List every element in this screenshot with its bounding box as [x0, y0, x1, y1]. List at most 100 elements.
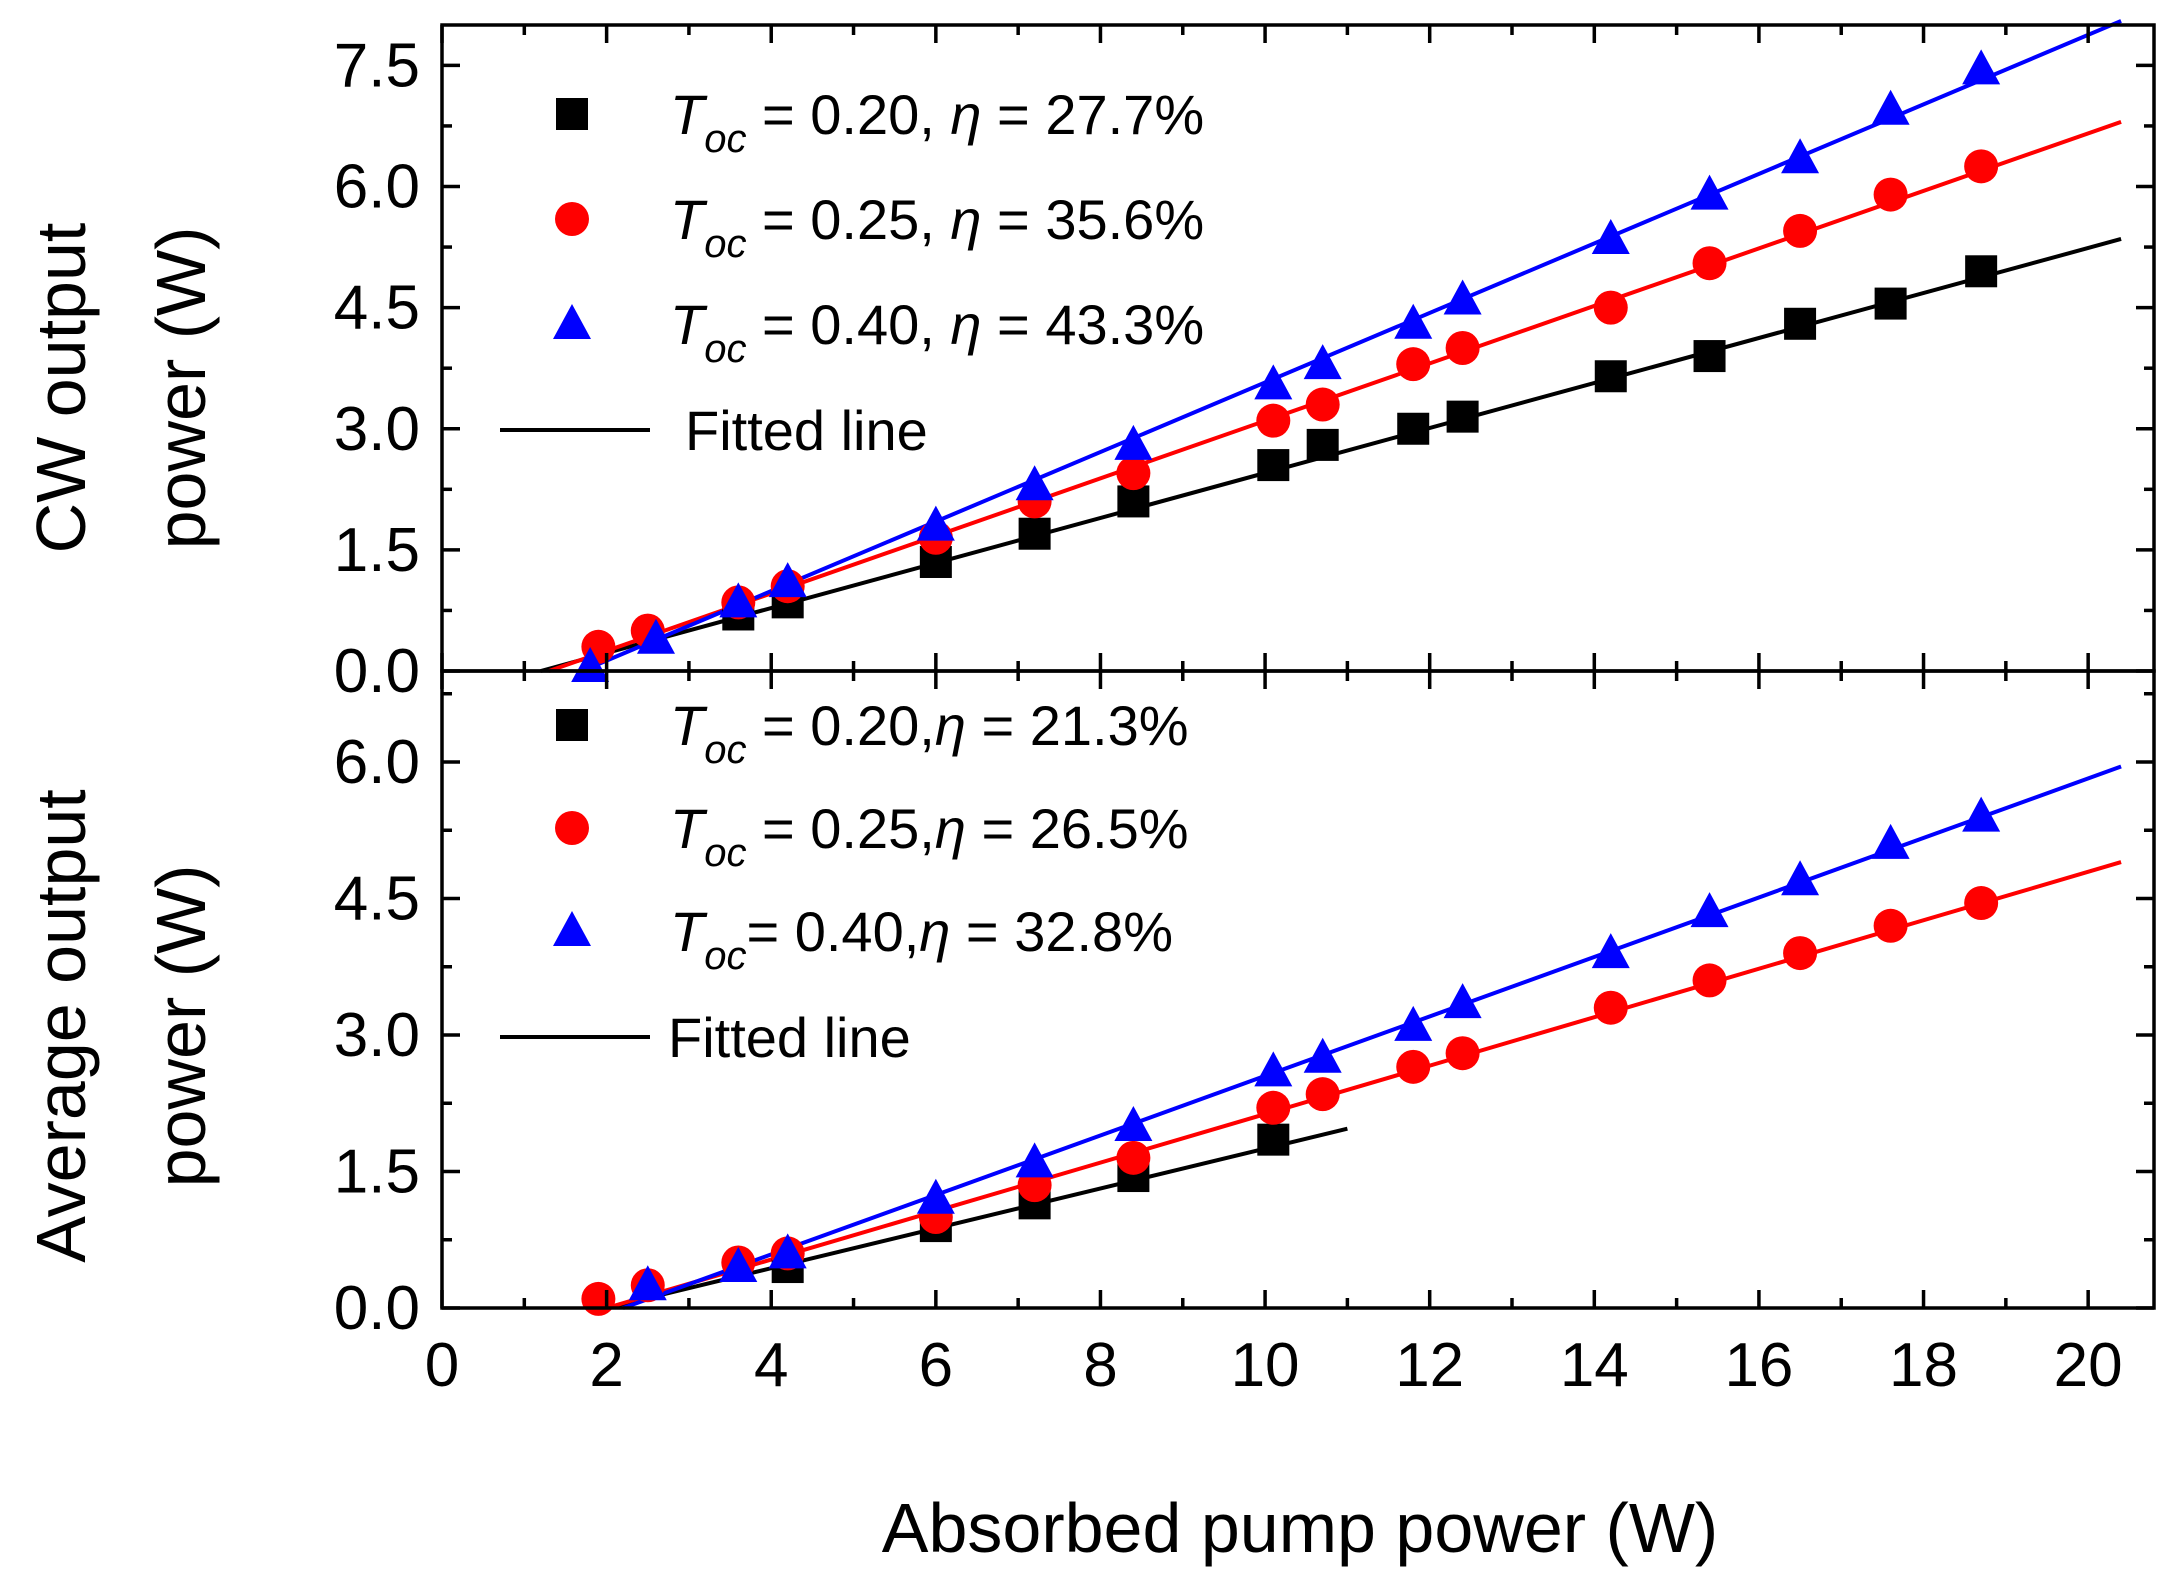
bottom-point-2-0 [628, 1265, 667, 1301]
top-point-0-7 [1397, 412, 1430, 445]
top-point-2-0 [571, 646, 610, 682]
top-point-0-4 [1117, 485, 1150, 518]
top-point-0-9 [1594, 360, 1627, 393]
top-point-2-4 [916, 505, 955, 541]
bottom-point-2-3 [916, 1178, 955, 1214]
bottom-legend-fit-label: Fitted line [668, 1006, 911, 1069]
x-axis-title: Absorbed pump power (W) [882, 1489, 1718, 1567]
bottom-point-1-13 [1783, 936, 1818, 971]
bottom-point-2-9 [1443, 983, 1482, 1019]
bottom-point-1-6 [1116, 1140, 1151, 1175]
top-point-1-15 [1964, 149, 1999, 184]
xtick-label-1: 2 [589, 1331, 623, 1400]
bottom-ytick-label-3: 4.5 [334, 865, 420, 934]
bottom-ytick-label-0: 0.0 [334, 1274, 420, 1343]
xtick-label-8: 16 [1724, 1331, 1793, 1400]
top-ytick-label-4: 6.0 [334, 153, 420, 222]
bottom-point-2-1 [719, 1247, 758, 1283]
top-legend-marker-0 [556, 98, 588, 130]
bottom-plot-frame [440, 669, 2156, 1310]
bottom-ytick-label-1: 1.5 [334, 1138, 420, 1207]
top-legend-label-0: Toc = 0.20, η = 27.7% [670, 83, 1204, 161]
bottom-point-1-9 [1396, 1049, 1431, 1084]
bottom-point-2-13 [1871, 823, 1910, 859]
top-point-0-10 [1693, 340, 1726, 373]
bottom-point-2-7 [1303, 1037, 1342, 1073]
top-point-0-3 [1018, 517, 1051, 550]
bottom-point-2-10 [1591, 933, 1630, 969]
bottom-point-1-15 [1964, 886, 1999, 921]
bottom-point-2-5 [1114, 1106, 1153, 1141]
xtick-label-9: 18 [1889, 1331, 1958, 1400]
bottom-point-2-2 [768, 1233, 807, 1269]
bottom-point-2-11 [1690, 892, 1729, 928]
top-point-2-11 [1591, 218, 1630, 254]
bottom-legend-marker-2 [553, 911, 591, 946]
xtick-label-10: 20 [2054, 1331, 2123, 1400]
bottom-fit-line-1 [606, 860, 2122, 1310]
top-point-1-9 [1396, 347, 1431, 382]
top-legend-label-1: Toc = 0.25, η = 35.6% [670, 188, 1204, 266]
bottom-point-2-4 [1015, 1142, 1054, 1178]
bottom-ylabel-line2: power (W) [142, 865, 220, 1188]
bottom-point-2-8 [1394, 1005, 1433, 1041]
bottom-fit-line-2 [622, 764, 2122, 1310]
top-point-2-8 [1303, 344, 1342, 380]
bottom-point-1-12 [1692, 963, 1727, 998]
top-point-2-7 [1254, 364, 1293, 400]
bottom-point-1-10 [1445, 1036, 1480, 1071]
top-point-2-6 [1114, 424, 1153, 460]
top-ytick-label-1: 1.5 [334, 516, 420, 585]
bottom-legend-label-1: Toc = 0.25,η = 26.5% [670, 797, 1189, 875]
bottom-fit-line-0 [606, 1126, 1348, 1310]
bottom-panel: 0.0 1.5 3.0 4.5 6.0 0 2 4 6 8 10 12 14 16 18 20 Averag… [22, 669, 2156, 1567]
xtick-label-7: 14 [1560, 1331, 1629, 1400]
top-point-1-6 [1116, 456, 1151, 491]
top-point-1-8 [1305, 387, 1340, 422]
top-point-2-9 [1394, 303, 1433, 339]
top-point-1-10 [1445, 331, 1480, 365]
top-point-0-6 [1306, 428, 1339, 461]
bottom-legend-marker-0 [556, 709, 588, 741]
xtick-label-6: 12 [1395, 1331, 1464, 1400]
xtick-label-3: 6 [919, 1331, 953, 1400]
bottom-legend-marker-1 [555, 811, 589, 845]
top-fit-line-2 [581, 19, 2122, 673]
xtick-label-5: 10 [1231, 1331, 1300, 1400]
top-point-2-3 [768, 562, 807, 598]
top-point-2-2 [719, 582, 758, 618]
bottom-ylabel-line1: Average output [22, 789, 100, 1263]
top-point-2-14 [1871, 89, 1910, 125]
bottom-point-2-14 [1962, 796, 2001, 832]
xtick-label-0: 0 [425, 1331, 459, 1400]
top-ylabel-line2: power (W) [142, 227, 220, 550]
top-point-1-12 [1692, 246, 1727, 281]
top-legend-marker-2 [553, 304, 591, 339]
top-point-2-12 [1690, 174, 1729, 210]
top-point-1-11 [1593, 290, 1628, 325]
top-legend-label-2: Toc = 0.40, η = 43.3% [670, 293, 1204, 371]
top-panel: 0.0 1.5 3.0 4.5 6.0 7.5 CW output power (W) T… [22, 19, 2156, 706]
bottom-point-1-11 [1593, 990, 1628, 1025]
top-ytick-label-2: 3.0 [334, 395, 420, 464]
bottom-point-2-6 [1254, 1051, 1293, 1087]
top-legend-marker-1 [555, 202, 589, 236]
top-point-0-12 [1874, 287, 1907, 320]
top-ylabel-line1: CW output [22, 223, 100, 554]
bottom-point-1-8 [1305, 1077, 1340, 1112]
top-point-0-11 [1784, 307, 1817, 340]
top-point-2-1 [637, 618, 675, 654]
top-point-2-5 [1015, 465, 1054, 501]
top-ytick-label-0: 0.0 [334, 637, 420, 706]
bottom-legend-label-0: Toc = 0.20,η = 21.3% [670, 694, 1189, 772]
top-point-1-14 [1873, 177, 1908, 212]
bottom-point-1-0 [581, 1281, 616, 1316]
bottom-point-0-4 [1257, 1123, 1290, 1156]
top-point-2-10 [1443, 279, 1482, 315]
top-point-2-13 [1781, 138, 1820, 174]
top-point-0-8 [1446, 400, 1479, 433]
bottom-ytick-label-2: 3.0 [334, 1001, 420, 1070]
bottom-ytick-label-4: 6.0 [334, 728, 420, 797]
bottom-point-1-14 [1873, 908, 1908, 943]
